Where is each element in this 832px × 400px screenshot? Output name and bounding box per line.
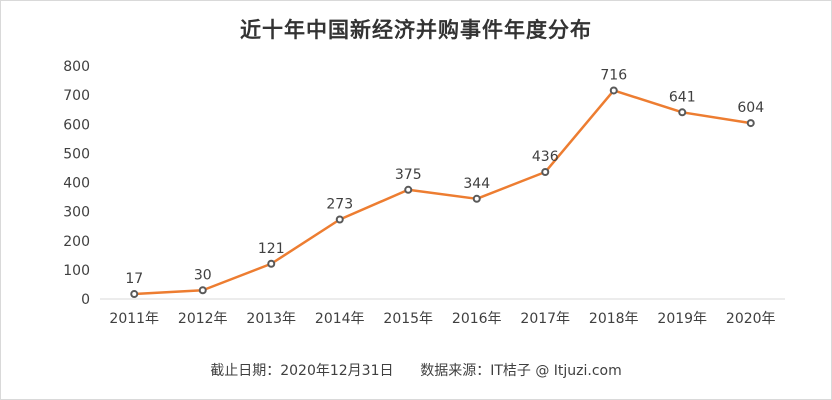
data-point — [609, 86, 618, 95]
x-axis: 2011年 2012年 2013年 2014年 2015年 2016年 2017年 2018年… — [100, 298, 785, 327]
data-point — [678, 108, 687, 117]
data-label: 273 — [326, 196, 353, 212]
y-tick-label: 700 — [63, 88, 90, 104]
data-label: 716 — [600, 67, 627, 83]
x-tick-label: 2013年 — [246, 311, 296, 327]
data-label: 436 — [532, 149, 559, 165]
y-axis: 0 100 200 300 400 500 600 700 800 — [63, 59, 90, 308]
x-tick-label: 2016年 — [452, 311, 502, 327]
data-point — [541, 168, 550, 177]
data-point — [404, 185, 413, 194]
y-tick-label: 0 — [81, 292, 90, 308]
data-point — [198, 286, 207, 295]
data-point — [267, 259, 276, 268]
y-tick-label: 100 — [63, 263, 90, 279]
y-tick-label: 200 — [63, 234, 90, 250]
data-label: 30 — [194, 267, 212, 283]
data-point — [130, 290, 139, 299]
data-label: 17 — [125, 271, 143, 287]
footnote-date: 截止日期：2020年12月31日 — [210, 363, 394, 379]
data-point — [746, 119, 755, 128]
x-tick-label: 2019年 — [657, 311, 707, 327]
data-label: 641 — [669, 89, 696, 105]
data-point — [335, 215, 344, 224]
x-tick-label: 2020年 — [726, 311, 776, 327]
x-tick-label: 2017年 — [520, 311, 570, 327]
y-tick-label: 300 — [63, 205, 90, 221]
series-line-group: 17 30 121 273 375 344 436 716 641 604 — [125, 67, 764, 299]
footnote: 截止日期：2020年12月31日 数据来源：IT桔子 @ Itjuzi.com — [0, 360, 832, 380]
x-tick-label: 2014年 — [315, 311, 365, 327]
x-tick-label: 2015年 — [383, 311, 433, 327]
x-tick-label: 2011年 — [109, 311, 159, 327]
y-tick-label: 500 — [63, 146, 90, 162]
data-point — [472, 194, 481, 203]
x-tick-label: 2012年 — [178, 311, 228, 327]
chart-title: 近十年中国新经济并购事件年度分布 — [240, 18, 592, 42]
data-label: 604 — [737, 100, 764, 116]
x-tick-label: 2018年 — [589, 311, 639, 327]
y-tick-label: 800 — [63, 59, 90, 75]
footnote-source: 数据来源：IT桔子 @ Itjuzi.com — [420, 363, 622, 379]
y-tick-label: 400 — [63, 176, 90, 192]
data-label: 344 — [463, 176, 490, 192]
data-label: 121 — [258, 241, 285, 257]
series-line — [133, 89, 752, 296]
data-label: 375 — [395, 167, 422, 183]
y-tick-label: 600 — [63, 117, 90, 133]
